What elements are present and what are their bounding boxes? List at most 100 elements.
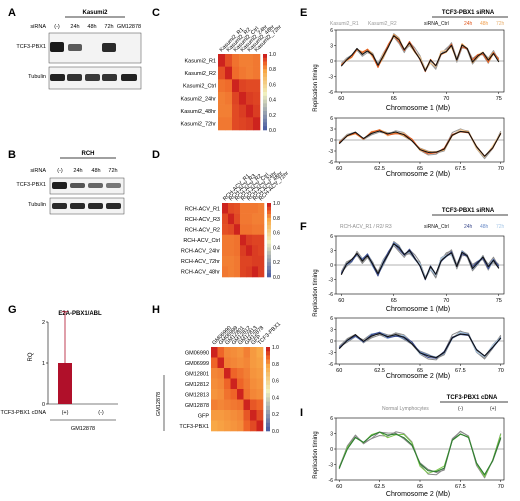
scale-bar-segment — [266, 405, 270, 411]
blot-strip-top — [48, 32, 142, 64]
lane-label: 72h — [104, 24, 113, 30]
scale-bar-segment — [263, 65, 267, 70]
y-axis-label-e: Replication timing — [313, 64, 319, 111]
heatmap-cell — [252, 234, 259, 246]
x-tick-label: 70 — [498, 166, 504, 172]
heatmap-cell — [222, 213, 229, 225]
heatmap-cell — [237, 389, 244, 400]
blot-band — [70, 183, 85, 188]
x-tick-label: 60 — [338, 298, 344, 304]
x-tick-label: 70 — [443, 96, 449, 102]
row-label: RCH-ACV_Ctrl — [183, 238, 220, 244]
row-label: GFP — [198, 413, 210, 419]
heatmap-cell — [211, 368, 218, 379]
row-label: RCH-ACV_R3 — [185, 217, 220, 223]
blot-band — [50, 74, 65, 81]
heatmap-cell — [222, 234, 229, 246]
y-tick-label: -3 — [329, 75, 334, 81]
y-tick-label: 3 — [330, 44, 333, 50]
legend-label: Kasumi2_R2 — [368, 21, 397, 27]
x-tick-label: 67.5 — [455, 368, 466, 374]
heatmap-cell — [225, 117, 233, 131]
scale-bar-segment — [267, 251, 271, 256]
panel-g: G E2A-PBX1/ABL RQ 0 1 2 TCF3-PBX1 cDNA (+)… — [0, 304, 118, 432]
y-tick-label: 3 — [330, 127, 333, 133]
scale-bar-segment — [267, 228, 271, 233]
blot-band — [106, 183, 121, 188]
scale-tick-label: 0.0 — [269, 128, 276, 134]
heatmap-cell — [256, 368, 264, 379]
panel-label-d: D — [152, 149, 160, 161]
legend-header-f: TCF3-PBX1 siRNA — [442, 208, 495, 214]
scale-bar-segment — [267, 217, 271, 222]
blot-band — [106, 203, 121, 209]
heatmap-cell — [256, 399, 264, 411]
scale-bar-segment — [266, 393, 270, 398]
series-line — [338, 129, 502, 158]
scale-bar-segment — [267, 262, 271, 267]
panel-label-e: E — [300, 7, 307, 19]
blot-band — [68, 44, 82, 51]
series-line — [338, 128, 502, 160]
panel-label-h: H — [152, 304, 160, 316]
heatmap-cell — [228, 203, 235, 214]
x-tick-label: 67.5 — [455, 166, 466, 172]
heatmap-cell — [222, 224, 229, 236]
y-axis-label-g: RQ — [28, 352, 34, 361]
scale-bar-segment — [263, 57, 267, 62]
heatmap-cell — [211, 399, 218, 411]
heatmap-cell — [246, 104, 254, 118]
blot-band — [88, 203, 103, 209]
heatmap-cell — [239, 66, 247, 80]
heatmap-cell — [252, 213, 259, 225]
heatmap-cell — [217, 378, 225, 390]
panel-label-a: A — [8, 7, 16, 19]
scale-bar-segment — [263, 54, 267, 59]
heatmap-cell — [252, 224, 259, 236]
scale-bar-segment — [267, 240, 271, 244]
heatmap-cell — [252, 255, 259, 267]
heatmap-cell — [258, 224, 265, 236]
scale-bar-segment — [267, 265, 271, 270]
heatmap-cell — [240, 203, 247, 214]
y-tick-label: 6 — [330, 416, 333, 422]
scale-tick-label: 0.6 — [269, 82, 276, 88]
heatmap-cell — [225, 54, 233, 67]
scale-bar-segment — [267, 273, 271, 278]
row-label: GM12801 — [185, 371, 209, 377]
blot-band — [52, 203, 67, 209]
heatmap-cell — [218, 79, 226, 93]
lane-label: 24h — [73, 168, 82, 174]
heatmap-cell — [224, 378, 231, 390]
legend-header-i: TCF3-PBX1 cDNA — [447, 395, 498, 401]
heatmap-d: RCH-ACV_R1 RCH-ACV_R3 RCH-ACV_R2 RCH-ACV_Ct… — [181, 170, 290, 281]
scale-tick-label: 0.0 — [272, 429, 279, 435]
scale-tick-label: 0.4 — [269, 98, 276, 104]
scale-bar-segment — [266, 351, 270, 356]
row-label: RCH-ACV_R2 — [185, 227, 220, 233]
panel-d: D RCH-ACV_R1RCH-ACV_R3RCH-ACV_R2RCH-ACV_… — [152, 149, 290, 281]
x-tick-label: 60 — [336, 368, 342, 374]
heatmap-cell — [250, 368, 257, 379]
heatmap-cell — [246, 203, 253, 214]
row-label: GM06990 — [185, 350, 209, 356]
y-tick-label: 0 — [330, 447, 333, 453]
blot-band — [88, 183, 103, 188]
heatmap-cell — [237, 399, 244, 411]
scale-bar-segment — [263, 99, 267, 104]
scale-tick-label: 1.0 — [272, 345, 279, 351]
scale-bar-segment — [267, 269, 271, 274]
heatmap-cell — [240, 245, 247, 257]
heatmap-cell — [228, 224, 235, 236]
scale-bar-segment — [266, 380, 270, 386]
heatmap-cell — [211, 357, 218, 369]
scale-bar-segment — [267, 225, 271, 230]
heatmap-cell — [218, 92, 226, 105]
blot-row-label: TCF3-PBX1 — [16, 44, 46, 50]
y-tick-label: 0 — [330, 263, 333, 269]
blot-band — [70, 203, 85, 209]
scale-bar-segment — [263, 111, 267, 116]
heatmap-cell — [256, 357, 264, 369]
heatmap-cell — [246, 66, 254, 80]
heatmap-cell — [237, 378, 244, 390]
